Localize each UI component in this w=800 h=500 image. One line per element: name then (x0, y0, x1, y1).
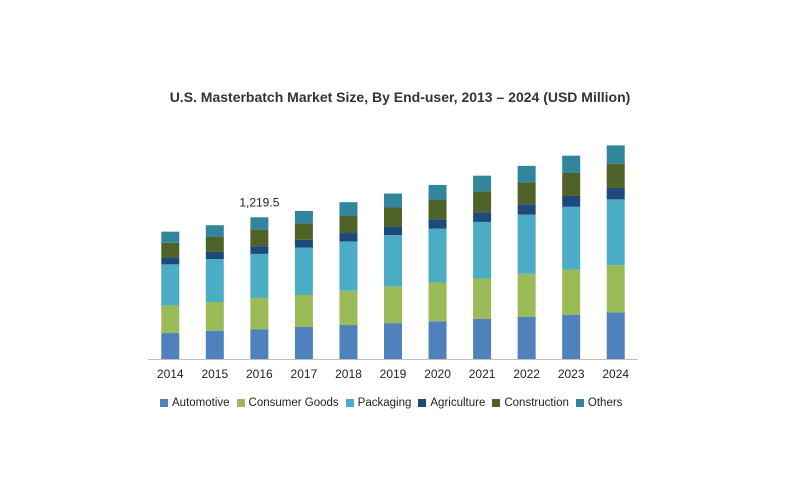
x-tick-label: 2014 (157, 367, 184, 381)
legend-swatch (236, 399, 245, 407)
bar-segment-construction-2019 (384, 207, 402, 227)
bar-segment-others-2020 (428, 184, 447, 200)
bar-segment-automotive-2014 (161, 333, 180, 359)
bar-segment-consumer-goods-2017 (294, 294, 313, 328)
bar-segment-automotive-2020 (428, 321, 447, 359)
chart-title: U.S. Masterbatch Market Size, By End-use… (169, 89, 631, 105)
legend-label: Others (587, 397, 623, 409)
bar-segment-consumer-goods-2022 (517, 273, 536, 318)
legend-swatch (492, 399, 501, 407)
legend-item: Agriculture (418, 397, 485, 409)
bar-segment-others-2019 (384, 193, 402, 208)
bar-segment-construction-2017 (294, 223, 313, 240)
bar-segment-packaging-2020 (428, 228, 447, 283)
legend-item: Automotive (160, 397, 230, 409)
bar-segment-automotive-2024 (606, 312, 625, 359)
bar-segment-agriculture-2024 (606, 187, 625, 200)
legend-label: Consumer Goods (248, 397, 339, 409)
bar-segment-agriculture-2019 (384, 226, 402, 236)
bar-segment-construction-2020 (428, 199, 447, 220)
bar-segment-agriculture-2017 (294, 239, 313, 248)
bar-segment-consumer-goods-2019 (384, 286, 402, 324)
x-tick-label: 2016 (246, 367, 273, 381)
x-tick-label: 2017 (291, 367, 318, 381)
legend-item: Others (575, 397, 623, 409)
bar-segment-construction-2014 (161, 242, 180, 258)
bar-segment-construction-2024 (606, 163, 625, 188)
bar-segment-consumer-goods-2015 (205, 302, 224, 331)
x-tick-label: 2021 (469, 367, 496, 381)
x-tick-label: 2015 (201, 367, 228, 381)
legend-item: Construction (492, 397, 569, 409)
bar-segment-agriculture-2021 (473, 212, 492, 222)
bar-segment-consumer-goods-2024 (606, 265, 625, 313)
legend-label: Packaging (357, 397, 412, 409)
bar-segment-others-2015 (205, 225, 224, 237)
bar-segment-construction-2022 (517, 182, 536, 205)
x-tick-label: 2018 (335, 367, 362, 381)
bar-segment-consumer-goods-2014 (161, 305, 180, 334)
legend-item: Packaging (345, 397, 412, 409)
bar-segment-agriculture-2018 (339, 233, 358, 242)
bar-segment-automotive-2021 (473, 318, 492, 359)
bar-segment-others-2022 (517, 165, 536, 183)
bar-segment-others-2017 (294, 210, 313, 224)
bar-segment-agriculture-2014 (161, 257, 180, 265)
bar-segment-automotive-2022 (517, 317, 536, 359)
data-label: 1,219.5 (239, 195, 279, 209)
bar-segment-packaging-2023 (562, 206, 581, 270)
bar-segment-others-2021 (473, 175, 492, 192)
bar-segment-packaging-2021 (473, 221, 492, 279)
legend-swatch (160, 399, 168, 407)
bar-segment-agriculture-2015 (205, 251, 224, 260)
bar-segment-automotive-2016 (250, 329, 269, 359)
x-tick-label: 2019 (380, 367, 407, 381)
bar-segment-construction-2021 (473, 191, 492, 213)
bar-segment-packaging-2017 (294, 247, 313, 295)
legend-swatch (575, 399, 584, 407)
bar-segment-automotive-2015 (205, 330, 224, 359)
bar-segment-consumer-goods-2021 (473, 278, 492, 319)
bar-segment-construction-2023 (562, 172, 581, 196)
bar-segment-packaging-2016 (250, 253, 269, 298)
bar-segment-construction-2018 (339, 215, 358, 234)
bar-segment-agriculture-2020 (428, 219, 447, 229)
bar-segment-others-2018 (339, 202, 358, 216)
bar-segment-others-2023 (562, 155, 581, 173)
legend-label: Agriculture (430, 397, 486, 409)
x-tick-label: 2020 (424, 367, 451, 381)
x-tick-label: 2023 (558, 367, 585, 381)
bar-segment-agriculture-2023 (562, 195, 581, 207)
bar-segment-automotive-2017 (294, 327, 313, 359)
bar-segment-consumer-goods-2018 (339, 290, 358, 326)
bar-segment-others-2016 (250, 217, 269, 230)
bar-segment-others-2014 (161, 231, 180, 243)
x-tick-label: 2022 (513, 367, 540, 381)
x-tick-label: 2024 (602, 367, 629, 381)
bar-segment-agriculture-2022 (517, 204, 536, 215)
bar-segment-packaging-2022 (517, 214, 536, 274)
bar-segment-automotive-2019 (384, 323, 402, 359)
bar-segment-consumer-goods-2023 (562, 269, 581, 315)
legend-label: Automotive (172, 397, 230, 409)
bar-segment-construction-2016 (250, 229, 269, 247)
legend-label: Construction (504, 397, 569, 409)
bar-segment-consumer-goods-2016 (250, 297, 269, 330)
bar-segment-construction-2015 (205, 236, 224, 252)
legend-swatch (345, 399, 354, 407)
bar-segment-packaging-2014 (161, 264, 180, 306)
bar-segment-automotive-2018 (339, 325, 358, 359)
legend-item: Consumer Goods (236, 397, 339, 409)
bar-segment-packaging-2019 (384, 235, 402, 287)
bar-segment-agriculture-2016 (250, 246, 269, 254)
bar-segment-packaging-2024 (606, 199, 625, 266)
bar-segment-packaging-2018 (339, 241, 358, 291)
legend-swatch (418, 399, 427, 407)
bar-segment-automotive-2023 (562, 314, 581, 359)
bar-segment-consumer-goods-2020 (428, 282, 447, 322)
bar-segment-others-2024 (606, 145, 625, 164)
bar-segment-packaging-2015 (205, 259, 224, 303)
chart-legend: Automotive Consumer Goods Packaging Agricul… (160, 395, 630, 411)
